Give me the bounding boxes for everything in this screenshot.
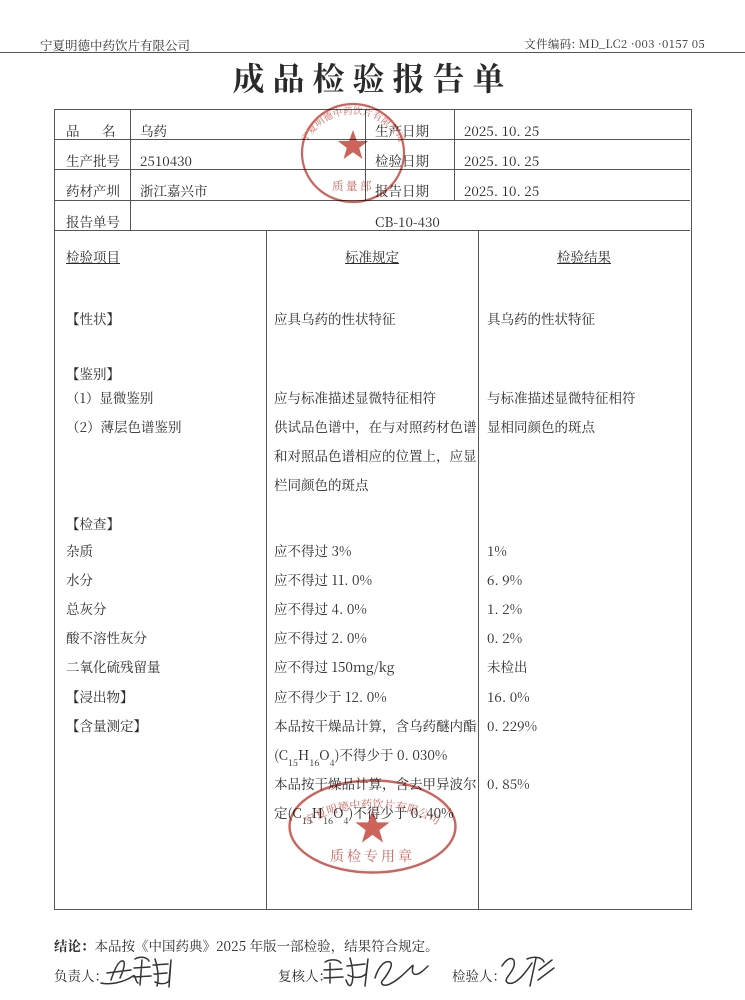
svg-text:质量部: 质量部 xyxy=(332,178,374,194)
svg-text:质检专用章: 质检专用章 xyxy=(330,846,415,866)
